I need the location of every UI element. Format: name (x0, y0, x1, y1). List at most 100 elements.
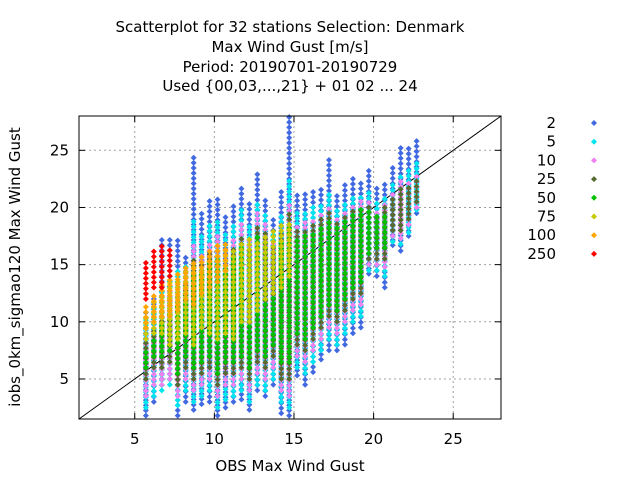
data-point (166, 347, 173, 354)
data-point (246, 277, 253, 284)
data-point (326, 219, 333, 226)
data-point (238, 257, 245, 264)
data-point (246, 375, 253, 382)
data-point (326, 255, 333, 262)
data-point (389, 175, 396, 182)
data-point (270, 321, 277, 328)
data-point (142, 314, 149, 321)
data-point (278, 248, 285, 255)
data-point (262, 353, 269, 360)
data-point (310, 358, 317, 365)
data-point (286, 353, 293, 360)
data-point (150, 248, 157, 255)
data-point (174, 286, 181, 293)
data-point (190, 180, 197, 187)
data-point (214, 335, 221, 342)
data-point (365, 178, 372, 185)
data-point (230, 284, 237, 291)
data-point (158, 359, 165, 366)
data-point (389, 191, 396, 198)
data-point (150, 279, 157, 286)
data-point (357, 319, 364, 326)
data-point (333, 286, 340, 293)
data-point (341, 214, 348, 221)
data-point (341, 223, 348, 230)
grid-lines (79, 116, 501, 419)
data-point (286, 399, 293, 406)
data-point (238, 308, 245, 315)
data-point (278, 204, 285, 211)
data-point (310, 324, 317, 331)
data-point (198, 285, 205, 292)
data-point (310, 314, 317, 321)
data-point (286, 134, 293, 141)
data-point (302, 335, 309, 342)
title-line-2: Max Wind Gust [m/s] (211, 38, 368, 56)
data-point (262, 234, 269, 241)
data-point (142, 309, 149, 316)
data-point (389, 201, 396, 208)
data-point (158, 342, 165, 349)
data-point (230, 335, 237, 342)
data-point (230, 228, 237, 235)
x-axis-ticks: 5 10 15 20 25 (130, 116, 463, 448)
data-point (254, 245, 261, 252)
data-point (310, 194, 317, 201)
data-point (190, 206, 197, 213)
data-point (246, 364, 253, 371)
data-point (158, 313, 165, 320)
data-point (198, 348, 205, 355)
data-point (302, 206, 309, 213)
data-point (326, 324, 333, 331)
data-point (214, 229, 221, 236)
data-point (349, 195, 356, 202)
data-point (341, 254, 348, 261)
data-point (278, 297, 285, 304)
data-point (373, 255, 380, 262)
data-point (230, 343, 237, 350)
data-point (365, 167, 372, 174)
data-point (142, 345, 149, 352)
y-axis-label: iobs_0km_sigmao120 Max Wind Gust (6, 127, 25, 407)
data-point (262, 295, 269, 302)
data-point (262, 332, 269, 339)
data-point (198, 264, 205, 271)
data-point (357, 232, 364, 239)
data-point (206, 319, 213, 326)
data-point (206, 222, 213, 229)
data-point (286, 145, 293, 152)
data-point (166, 277, 173, 284)
series-250 (142, 243, 173, 302)
data-point (262, 393, 269, 400)
data-point (333, 336, 340, 343)
data-point (333, 307, 340, 314)
data-point (294, 330, 301, 337)
data-point (174, 335, 181, 342)
data-point (270, 217, 277, 224)
data-point (326, 187, 333, 194)
data-point (294, 359, 301, 366)
data-point (357, 258, 364, 265)
data-point (397, 150, 404, 157)
data-point (326, 330, 333, 337)
data-point (294, 210, 301, 217)
data-point (254, 321, 261, 328)
data-point (214, 284, 221, 291)
data-point (397, 155, 404, 162)
data-point (349, 208, 356, 215)
data-point (318, 342, 325, 349)
data-point (158, 353, 165, 360)
data-point (198, 233, 205, 240)
data-point (246, 272, 253, 279)
data-point (230, 299, 237, 306)
data-point (238, 201, 245, 208)
data-point (373, 213, 380, 220)
data-point (190, 326, 197, 333)
data-point (405, 210, 412, 217)
data-point (349, 330, 356, 337)
data-point (310, 214, 317, 221)
data-point (270, 233, 277, 240)
data-point (373, 239, 380, 246)
data-point (286, 343, 293, 350)
data-point (246, 328, 253, 335)
